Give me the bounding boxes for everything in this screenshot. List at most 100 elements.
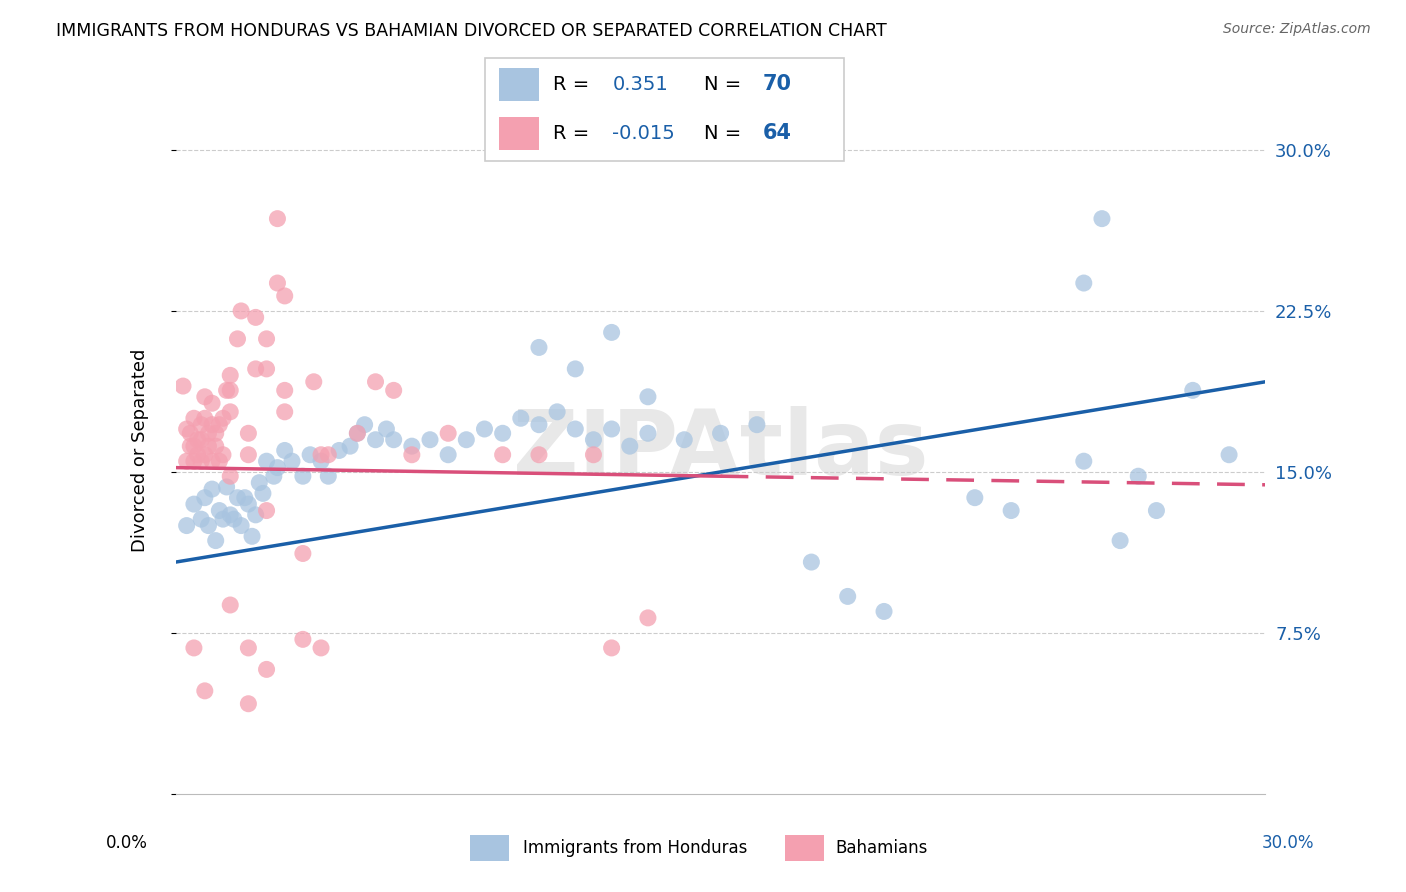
Point <box>201 396 224 410</box>
Point <box>179 426 201 441</box>
Point <box>263 469 285 483</box>
Point <box>172 379 194 393</box>
Point <box>1128 469 1150 483</box>
Point <box>745 417 768 432</box>
Point <box>186 433 209 447</box>
Point <box>194 411 217 425</box>
Point <box>837 590 859 604</box>
Text: N =: N = <box>704 75 747 94</box>
Text: N =: N = <box>704 124 747 143</box>
Text: Bahamians: Bahamians <box>835 839 928 857</box>
Point <box>201 454 224 468</box>
Point <box>474 422 496 436</box>
Point <box>201 482 224 496</box>
Point <box>226 491 249 505</box>
Point <box>219 384 242 398</box>
Point <box>245 362 267 376</box>
Point <box>619 439 641 453</box>
Point <box>582 433 605 447</box>
Point <box>183 411 205 425</box>
Point <box>309 640 332 655</box>
Point <box>637 426 659 441</box>
Text: 0.0%: 0.0% <box>105 834 148 852</box>
Point <box>256 503 278 517</box>
Point <box>219 508 242 522</box>
Point <box>176 518 198 533</box>
Point <box>401 448 423 462</box>
Bar <box>499 118 538 150</box>
Point <box>212 448 235 462</box>
Point <box>437 426 460 441</box>
Text: R =: R = <box>553 124 596 143</box>
FancyBboxPatch shape <box>485 58 844 161</box>
Point <box>309 454 332 468</box>
Point <box>201 417 224 432</box>
Y-axis label: Divorced or Separated: Divorced or Separated <box>131 349 149 552</box>
Point <box>382 433 405 447</box>
Point <box>963 491 986 505</box>
Point <box>238 697 260 711</box>
Point <box>197 426 219 441</box>
Point <box>208 454 231 468</box>
Point <box>204 533 226 548</box>
Bar <box>470 835 509 862</box>
Point <box>564 362 586 376</box>
Point <box>238 426 260 441</box>
Point <box>233 491 256 505</box>
Text: Source: ZipAtlas.com: Source: ZipAtlas.com <box>1223 22 1371 37</box>
Point <box>281 454 304 468</box>
Point <box>222 512 245 526</box>
Point <box>401 439 423 453</box>
Point <box>309 448 332 462</box>
Point <box>456 433 478 447</box>
Point <box>231 518 253 533</box>
Point <box>231 304 253 318</box>
Text: 70: 70 <box>763 74 792 95</box>
Point <box>318 469 340 483</box>
Point <box>1073 276 1095 290</box>
Point <box>710 426 733 441</box>
Point <box>194 683 217 698</box>
Point <box>800 555 823 569</box>
Point <box>375 422 398 436</box>
Point <box>238 640 260 655</box>
Point <box>274 289 297 303</box>
Point <box>600 326 623 340</box>
Point <box>266 460 288 475</box>
Point <box>256 362 278 376</box>
Point <box>546 405 568 419</box>
Point <box>1000 503 1022 517</box>
Point <box>190 454 212 468</box>
Point <box>492 448 515 462</box>
Point <box>194 491 217 505</box>
Point <box>1109 533 1132 548</box>
Point <box>240 529 263 543</box>
Point <box>190 433 212 447</box>
Point <box>1091 211 1114 226</box>
Point <box>266 276 288 290</box>
Point <box>637 611 659 625</box>
Point <box>302 375 325 389</box>
Point <box>215 480 238 494</box>
Point <box>238 448 260 462</box>
Text: Immigrants from Honduras: Immigrants from Honduras <box>523 839 748 857</box>
Point <box>1073 454 1095 468</box>
Point <box>1146 503 1168 517</box>
Point <box>492 426 515 441</box>
Point <box>208 503 231 517</box>
Text: -0.015: -0.015 <box>613 124 675 143</box>
Point <box>238 497 260 511</box>
Point <box>204 439 226 453</box>
Point <box>186 448 209 462</box>
Point <box>256 454 278 468</box>
Point <box>212 411 235 425</box>
Point <box>437 448 460 462</box>
Point <box>247 475 270 490</box>
Text: 64: 64 <box>763 123 792 144</box>
Point <box>219 368 242 383</box>
Point <box>318 448 340 462</box>
Text: IMMIGRANTS FROM HONDURAS VS BAHAMIAN DIVORCED OR SEPARATED CORRELATION CHART: IMMIGRANTS FROM HONDURAS VS BAHAMIAN DIV… <box>56 22 887 40</box>
Point <box>245 310 267 325</box>
Point <box>219 405 242 419</box>
Point <box>183 640 205 655</box>
